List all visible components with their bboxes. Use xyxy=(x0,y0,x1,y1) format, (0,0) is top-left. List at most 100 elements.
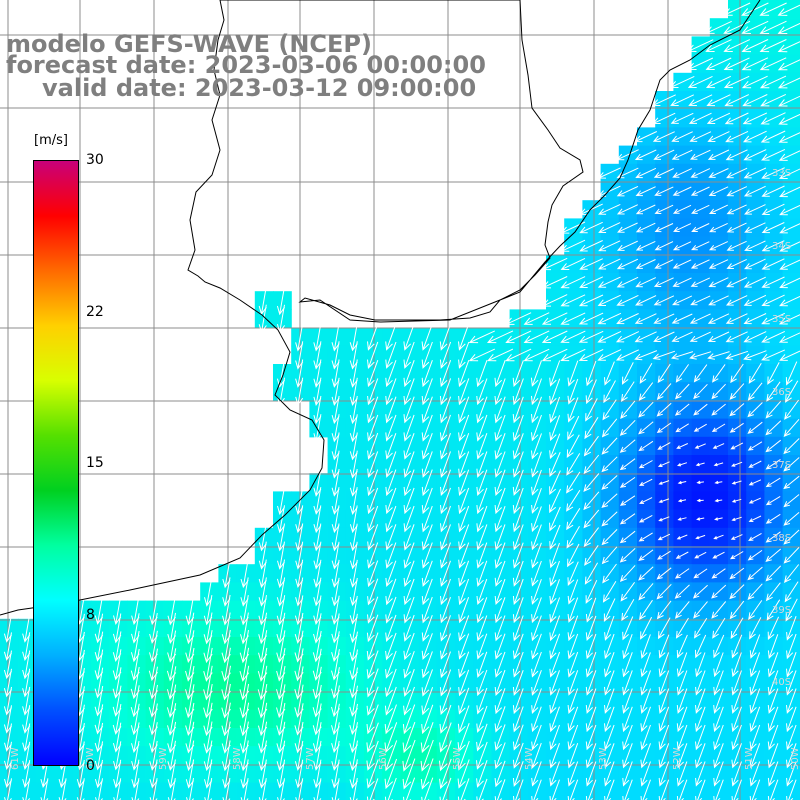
wind-arrow xyxy=(367,432,379,460)
wind-arrow xyxy=(385,469,397,497)
wind-arrow xyxy=(276,612,286,645)
wind-arrow xyxy=(658,652,670,678)
wind-arrow xyxy=(765,582,781,602)
wind-arrow xyxy=(657,550,671,560)
wind-arrow xyxy=(476,741,488,770)
wind-arrow xyxy=(566,489,581,512)
wind-arrow xyxy=(476,615,488,642)
wind-arrow xyxy=(385,341,397,369)
wind-arrow xyxy=(420,758,434,790)
wind-arrow xyxy=(693,403,708,416)
wind-arrow xyxy=(656,383,672,400)
wind-arrow xyxy=(585,724,597,751)
wind-arrow xyxy=(761,167,785,179)
wind-arrow xyxy=(549,743,560,769)
wind-arrow xyxy=(512,724,524,751)
wind-arrow xyxy=(672,168,692,178)
wind-arrow xyxy=(512,633,524,660)
wind-arrow xyxy=(366,778,379,800)
wind-arrow xyxy=(604,652,615,678)
longitude-label: 57W xyxy=(305,747,316,770)
wind-arrow xyxy=(635,186,656,197)
wind-arrow xyxy=(185,595,195,626)
wind-arrow xyxy=(549,670,560,696)
wind-arrow xyxy=(494,560,506,587)
wind-arrow xyxy=(494,633,506,660)
wind-arrow xyxy=(676,761,688,787)
wind-arrow xyxy=(476,360,488,388)
wind-arrow xyxy=(457,723,470,753)
wind-arrow xyxy=(616,276,639,288)
wind-arrow xyxy=(604,633,615,660)
wind-arrow xyxy=(240,577,249,607)
wind-arrow xyxy=(476,723,488,752)
wind-arrow xyxy=(687,57,714,70)
wind-arrow xyxy=(761,240,785,252)
wind-arrow xyxy=(523,348,550,362)
wind-arrow xyxy=(616,149,639,161)
wind-arrow xyxy=(783,475,800,490)
wind-arrow xyxy=(653,277,674,287)
wind-arrow xyxy=(616,313,639,325)
wind-arrow xyxy=(204,759,213,789)
wind-arrow xyxy=(749,706,761,733)
wind-arrow xyxy=(635,167,657,179)
wind-arrow xyxy=(675,423,689,433)
wind-arrow xyxy=(729,600,745,620)
wind-arrow xyxy=(747,549,763,561)
wind-arrow xyxy=(656,583,672,600)
wind-arrow xyxy=(560,294,586,307)
wind-arrow xyxy=(494,506,506,533)
wind-arrow xyxy=(94,613,104,644)
wind-arrow xyxy=(403,396,415,424)
wind-arrow xyxy=(725,350,749,360)
wind-arrow xyxy=(366,740,379,771)
wind-arrow xyxy=(597,294,621,306)
wind-arrow xyxy=(713,652,724,678)
wind-arrow xyxy=(222,559,231,589)
wind-arrow xyxy=(783,529,800,545)
wind-arrow xyxy=(579,276,604,288)
wind-arrow xyxy=(403,632,415,661)
wind-arrow xyxy=(620,381,635,402)
latitude-label: 40S xyxy=(772,677,792,688)
wind-arrow xyxy=(638,583,654,601)
wind-arrow xyxy=(541,348,568,362)
wind-arrow xyxy=(638,460,653,469)
wind-arrow xyxy=(622,634,633,660)
wind-arrow xyxy=(783,494,800,508)
wind-arrow xyxy=(494,669,506,696)
wind-arrow xyxy=(313,613,322,644)
wind-arrow xyxy=(276,759,286,789)
wind-arrow xyxy=(779,350,800,361)
wind-arrow xyxy=(765,400,782,419)
wind-arrow xyxy=(440,615,451,642)
wind-arrow xyxy=(767,761,779,787)
wind-arrow xyxy=(671,331,693,342)
wind-arrow xyxy=(676,443,689,449)
wind-arrow xyxy=(709,222,728,233)
wind-arrow xyxy=(639,497,653,504)
wind-arrow xyxy=(777,41,800,53)
wind-arrow xyxy=(494,433,506,460)
wind-arrow xyxy=(476,469,488,496)
wind-arrow xyxy=(671,351,694,360)
wind-arrow xyxy=(476,433,488,460)
wind-arrow xyxy=(3,614,13,643)
wind-arrow xyxy=(638,401,654,418)
wind-arrow xyxy=(131,722,140,753)
wind-arrow xyxy=(765,439,782,453)
wind-arrow xyxy=(113,741,122,771)
wind-arrow xyxy=(640,688,651,714)
wind-arrow xyxy=(457,778,470,800)
latitude-label: 39S xyxy=(772,605,792,616)
wind-arrow xyxy=(331,487,340,515)
wind-arrow xyxy=(476,505,488,533)
wind-arrow xyxy=(671,313,693,324)
wind-arrow xyxy=(549,688,560,714)
wind-arrow xyxy=(549,433,561,460)
wind-arrow xyxy=(313,359,322,388)
wind-arrow xyxy=(652,350,676,360)
wind-arrow xyxy=(765,513,781,524)
wind-arrow xyxy=(403,341,415,369)
